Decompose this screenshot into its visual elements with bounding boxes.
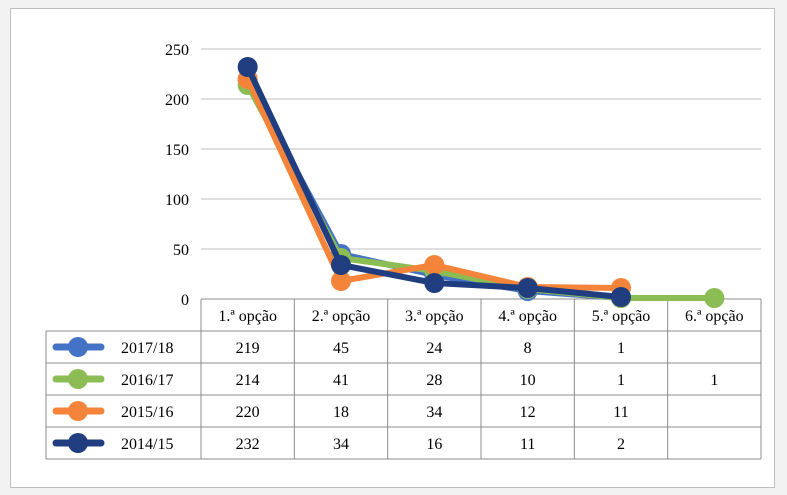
table-cell-value: 219 [236,340,260,357]
table-cell-value: 28 [426,372,442,389]
chart-frame: 0 50 100 150 200 250 1.ª opção 2.ª opção 3.ª opç… [10,8,775,488]
legend-marker [68,369,88,389]
y-tick-label: 50 [173,242,189,259]
table-cell-value: 41 [333,372,349,389]
legend-label: 2015/16 [121,404,173,421]
y-tick-label: 150 [165,142,189,159]
table-cell-value: 16 [426,436,442,453]
legend-marker [68,401,88,421]
data-point [237,57,258,77]
table-cell-value: 11 [613,404,628,421]
table-cell-value: 34 [333,436,349,453]
table-cell-value: 214 [236,372,260,389]
table-cell-value: 18 [333,404,349,421]
data-point [331,255,351,275]
data-point [331,271,351,291]
table-cell-value: 220 [236,404,260,421]
legend-label: 2016/17 [121,372,173,389]
legend-entry: 2015/16 [52,401,173,421]
table-cell-value: 10 [520,372,536,389]
data-point [424,255,445,275]
category-label: 4.ª opção [498,308,557,325]
legend-label: 2014/15 [121,436,173,453]
data-point [704,288,725,308]
table-cell-value: 24 [426,340,442,357]
table-cell-value: 1 [710,372,718,389]
category-label: 6.ª opção [685,308,744,325]
y-tick-label: 200 [165,92,189,109]
data-point [424,273,445,293]
line-chart-with-data-table: 0 50 100 150 200 250 1.ª opção 2.ª opção 3.ª opç… [45,42,762,460]
category-label: 5.ª opção [592,308,651,325]
category-label: 1.ª opção [218,308,277,325]
table-cell-value: 34 [426,404,442,421]
table-cell-value: 1 [617,340,625,357]
category-label: 2.ª opção [312,308,371,325]
legend-label: 2017/18 [121,340,173,357]
category-label: 3.ª opção [405,308,464,325]
y-tick-label: 100 [165,192,189,209]
legend-marker [68,433,88,453]
table-cell-value: 45 [333,340,349,357]
legend-marker [68,337,88,357]
data-point [611,287,631,307]
table-cell-value: 232 [236,436,260,453]
table-cell-value: 8 [524,340,532,357]
table-cell-value: 1 [617,372,625,389]
legend-entry: 2017/18 [52,337,173,357]
table-cell-value: 12 [520,404,536,421]
y-tick-label: 250 [165,42,189,59]
data-point [517,278,538,298]
series-line [244,82,718,301]
table-cell-value: 2 [617,436,625,453]
y-tick-label: 0 [181,292,189,309]
table-cell-value: 11 [520,436,535,453]
legend-entry: 2016/17 [52,369,173,389]
legend-entry: 2014/15 [52,433,173,453]
